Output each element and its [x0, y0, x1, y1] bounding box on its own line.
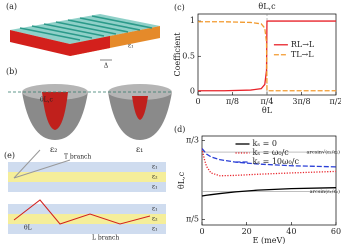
x-tick-label: 0 [195, 97, 200, 106]
layer-label: ε₁ [152, 184, 158, 191]
angle-label: θL [24, 225, 32, 232]
x-axis-label: E (meV) [253, 236, 286, 244]
eps-label: ε₁ [128, 43, 134, 50]
panel-a: (a) ε₁ Δ [6, 2, 160, 70]
gap-label: Δ [104, 63, 109, 70]
inner-cone [132, 96, 148, 120]
stripes [19, 15, 153, 41]
legend-label: TL→L [291, 50, 314, 59]
series-line [198, 21, 336, 92]
inner-cone [42, 92, 68, 130]
panel-label: (d) [174, 125, 185, 134]
angle-label: θL,c [40, 97, 54, 104]
l-ray [13, 199, 151, 225]
x-tick-label: 0 [199, 227, 204, 236]
layer [8, 224, 166, 234]
layer-label: ε₁ [152, 206, 158, 213]
layer-label: ε₂ [152, 174, 158, 181]
y-tick-label: 0.5 [182, 51, 195, 60]
panel-e: (e) T branch ε₁ ε₂ ε₁ θL L branch ε₁ ε₂ … [4, 149, 166, 242]
eps-label: ε₂ [50, 145, 57, 154]
x-tick-label: π/2 [329, 97, 341, 106]
t-ray [13, 159, 71, 179]
layer [8, 204, 166, 214]
layer [8, 214, 166, 224]
panel-label: (c) [174, 3, 185, 12]
legend-label: kₛ = ω₀/c [253, 148, 290, 157]
x-tick-label: 60 [331, 227, 341, 236]
eps-label: ε₁ [136, 145, 143, 154]
branch-label: T branch [64, 154, 91, 161]
plot-frame [201, 135, 337, 226]
reference-label: arcsin√(ε₁/ε₂) [306, 149, 340, 156]
x-tick-label: 40 [286, 227, 296, 236]
y-tick-label: π/3 [186, 135, 199, 144]
series-line [201, 148, 337, 177]
y-axis-label: θL,c [177, 171, 186, 189]
layer-label: ε₂ [152, 216, 158, 223]
x-axis-label: θL [262, 106, 273, 115]
x-tick-label: 3π/8 [292, 97, 310, 106]
layer-label: ε₁ [152, 164, 158, 171]
reference-label: arcsin(ε₁/ε₂) [310, 188, 340, 195]
x-tick-label: 20 [242, 227, 252, 236]
x-tick-label: π/8 [226, 97, 239, 106]
panel-label: (e) [4, 151, 15, 160]
slab-side-red [70, 36, 110, 56]
panel-label: (b) [6, 67, 17, 76]
layer [8, 162, 166, 172]
y-axis-label: Coefficient [173, 32, 182, 77]
legend-label: RL→L [291, 40, 315, 49]
chart-title: θL,c [258, 2, 276, 11]
y-tick-label: 1 [190, 16, 195, 25]
y-tick-label: 0 [190, 86, 195, 95]
slab-front [10, 30, 70, 56]
legend-label: kₛ = 10ω₀/c [253, 157, 300, 166]
series-line [201, 187, 337, 197]
branch-label: L branch [92, 235, 119, 242]
panel-b: (b) θL,c ε₂ ε₁ [6, 67, 172, 154]
layer [8, 182, 166, 192]
t-ray [13, 149, 41, 179]
legend-label: kₛ = 0 [253, 139, 277, 148]
x-tick-label: π/4 [260, 97, 273, 106]
series-line [201, 148, 337, 168]
layer [8, 172, 166, 182]
layer-label: ε₁ [152, 226, 158, 233]
y-tick-label: π/5 [186, 215, 199, 224]
panel-label: (a) [6, 2, 17, 11]
